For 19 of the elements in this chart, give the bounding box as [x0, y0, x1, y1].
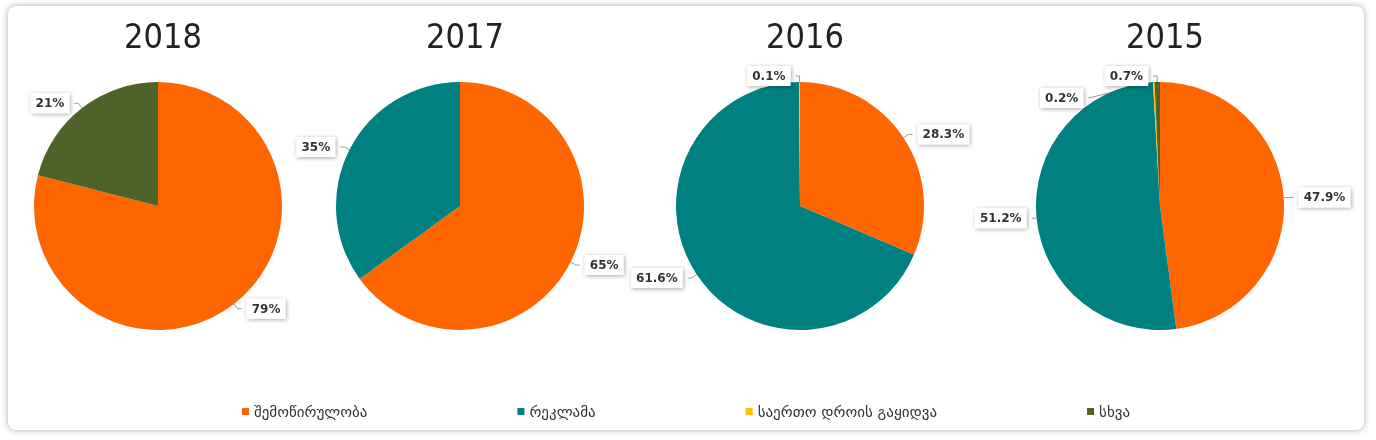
legend-label: რეკლამა	[529, 402, 596, 421]
chart-title: 2015	[1126, 16, 1204, 56]
data-label: 0.2%	[1045, 91, 1079, 106]
data-label: 65%	[589, 258, 619, 273]
data-label: 35%	[301, 139, 331, 154]
chart-title: 2017	[426, 16, 504, 56]
chart-title: 2018	[124, 16, 202, 56]
data-label: 47.9%	[1303, 190, 1346, 205]
data-label: 51.2%	[979, 211, 1022, 226]
legend-label: სხვა	[1099, 402, 1131, 421]
data-label: 0.7%	[1109, 69, 1144, 84]
data-label: 21%	[35, 96, 65, 111]
data-label: 79%	[251, 301, 281, 316]
legend-label: საერთო დროის გაყიდვა	[757, 402, 938, 421]
chart-title: 2016	[766, 16, 844, 56]
data-label: 61.6%	[636, 270, 678, 285]
data-label: 28.3%	[922, 127, 965, 142]
legend-label: შემოწირულობა	[253, 402, 368, 421]
data-label: 0.1%	[752, 69, 786, 83]
